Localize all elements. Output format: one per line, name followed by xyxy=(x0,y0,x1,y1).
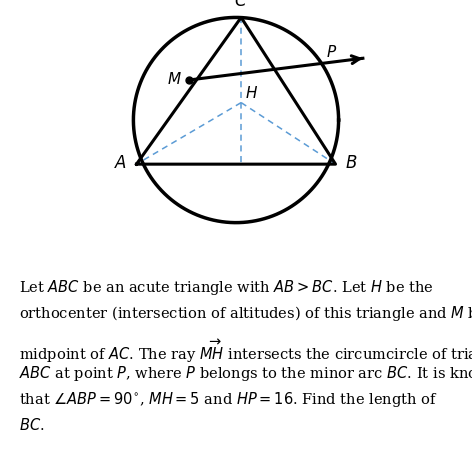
Text: $C$: $C$ xyxy=(235,0,248,10)
Text: orthocenter (intersection of altitudes) of this triangle and $M$ be the: orthocenter (intersection of altitudes) … xyxy=(19,304,472,323)
Text: $A$: $A$ xyxy=(114,154,127,172)
Text: $ABC$ at point $P$, where $P$ belongs to the minor arc $BC$. It is known: $ABC$ at point $P$, where $P$ belongs to… xyxy=(19,364,472,383)
Text: $M$: $M$ xyxy=(167,71,182,87)
Text: $P$: $P$ xyxy=(326,44,337,59)
Text: Let $ABC$ be an acute triangle with $AB > BC$. Let $H$ be the: Let $ABC$ be an acute triangle with $AB … xyxy=(19,278,434,298)
Text: that $\angle ABP = 90^{\circ}$, $MH = 5$ and $HP = 16$. Find the length of: that $\angle ABP = 90^{\circ}$, $MH = 5$… xyxy=(19,390,438,410)
Text: midpoint of $AC$. The ray $\overrightarrow{MH}$ intersects the circumcircle of t: midpoint of $AC$. The ray $\overrightarr… xyxy=(19,338,472,365)
Text: $H$: $H$ xyxy=(245,85,258,101)
Text: $B$: $B$ xyxy=(345,154,357,172)
Text: $BC$.: $BC$. xyxy=(19,417,44,432)
